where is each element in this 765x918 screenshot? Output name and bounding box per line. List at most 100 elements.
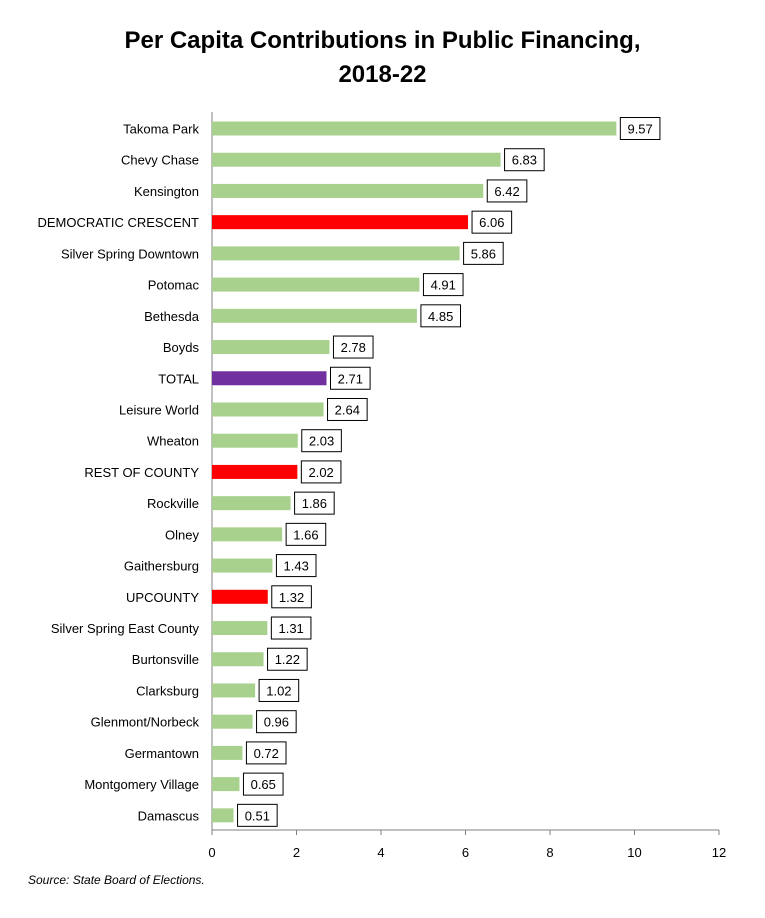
data-label-box (504, 148, 545, 172)
data-label-box (329, 366, 371, 390)
category-label: Germantown (125, 746, 199, 761)
category-label: Rockville (147, 496, 199, 511)
x-tick-label: 10 (627, 845, 641, 860)
data-label-box (271, 585, 312, 609)
x-tick-label: 12 (712, 845, 726, 860)
category-label: Takoma Park (123, 122, 199, 137)
data-label-box (285, 522, 327, 546)
category-label: REST OF COUNTY (84, 465, 199, 480)
data-label-box (267, 647, 308, 671)
chart-title: Per Capita Contributions in Public Finan… (124, 27, 641, 88)
data-label: 1.32 (279, 590, 304, 605)
data-label: 1.66 (293, 527, 318, 542)
data-label: 1.43 (284, 559, 309, 574)
data-label: 4.85 (428, 309, 453, 324)
bar (212, 121, 617, 136)
bar (212, 496, 291, 511)
data-label-box (294, 491, 335, 515)
category-label: Burtonsville (132, 652, 199, 667)
bar (212, 340, 330, 355)
category-label: Montgomery Village (84, 777, 199, 792)
data-label: 9.57 (627, 122, 652, 137)
bar (212, 183, 484, 198)
category-label: Potomac (148, 278, 200, 293)
data-label-box (332, 335, 374, 359)
bar (212, 215, 469, 230)
data-label-box (463, 241, 504, 265)
data-label: 2.02 (308, 465, 333, 480)
category-label: TOTAL (158, 371, 199, 386)
bar (212, 589, 268, 604)
data-label-box (327, 397, 368, 421)
x-tick-label: 4 (377, 845, 384, 860)
data-label: 2.78 (341, 340, 366, 355)
data-label: 4.91 (431, 278, 456, 293)
data-label-box (245, 741, 287, 765)
x-tick-label: 8 (546, 845, 553, 860)
data-label-box (300, 460, 342, 484)
data-label: 1.86 (302, 496, 327, 511)
data-label-box (422, 273, 464, 297)
bar (212, 152, 501, 167)
bar (212, 621, 268, 636)
data-label: 5.86 (471, 246, 496, 261)
data-label: 1.02 (266, 683, 291, 698)
bar (212, 433, 298, 448)
category-label: Gaithersburg (124, 559, 199, 574)
category-label: DEMOCRATIC CRESCENT (37, 215, 199, 230)
x-tick-label: 2 (293, 845, 300, 860)
x-tick-label: 0 (208, 845, 215, 860)
x-tick-label: 6 (462, 845, 469, 860)
data-label-box (420, 304, 462, 328)
data-label: 2.03 (309, 434, 334, 449)
category-label: Leisure World (119, 402, 199, 417)
data-label-box (471, 210, 513, 234)
category-label: Olney (165, 527, 199, 542)
data-label-box (486, 179, 528, 203)
category-label: UPCOUNTY (126, 590, 199, 605)
data-label: 6.83 (512, 153, 537, 168)
bar (212, 652, 264, 667)
bar (212, 371, 327, 386)
bar (212, 308, 417, 323)
category-label: Glenmont/Norbeck (91, 715, 200, 730)
bar (212, 777, 240, 792)
category-label: Silver Spring Downtown (61, 246, 199, 261)
data-label-box (256, 710, 297, 734)
bar (212, 246, 460, 261)
data-label-box (270, 616, 312, 640)
source-note: Source: State Board of Elections. (28, 873, 205, 887)
category-label: Chevy Chase (121, 153, 199, 168)
data-label-box (237, 803, 278, 827)
data-label: 6.06 (479, 215, 504, 230)
category-label: Clarksburg (136, 683, 199, 698)
bar (212, 808, 234, 823)
bar (212, 464, 298, 479)
bar (212, 402, 324, 417)
category-label: Kensington (134, 184, 199, 199)
data-label: 0.72 (254, 746, 279, 761)
data-label: 0.51 (245, 808, 270, 823)
category-label: Boyds (163, 340, 200, 355)
category-label: Silver Spring East County (51, 621, 200, 636)
category-label: Bethesda (144, 309, 200, 324)
data-label-box (619, 117, 661, 140)
data-label: 1.31 (278, 621, 303, 636)
data-label: 0.96 (264, 715, 289, 730)
data-label: 1.22 (275, 652, 300, 667)
bar (212, 714, 253, 729)
bar (212, 277, 420, 292)
bar (212, 745, 243, 760)
category-label: Damascus (138, 808, 200, 823)
bar (212, 527, 283, 542)
data-label: 6.42 (494, 184, 519, 199)
bar (212, 558, 273, 573)
data-label: 0.65 (251, 777, 276, 792)
data-label-box (258, 678, 300, 702)
data-label-box (242, 772, 284, 796)
data-label-box (301, 429, 342, 453)
bar (212, 683, 256, 698)
data-label: 2.71 (338, 371, 363, 386)
